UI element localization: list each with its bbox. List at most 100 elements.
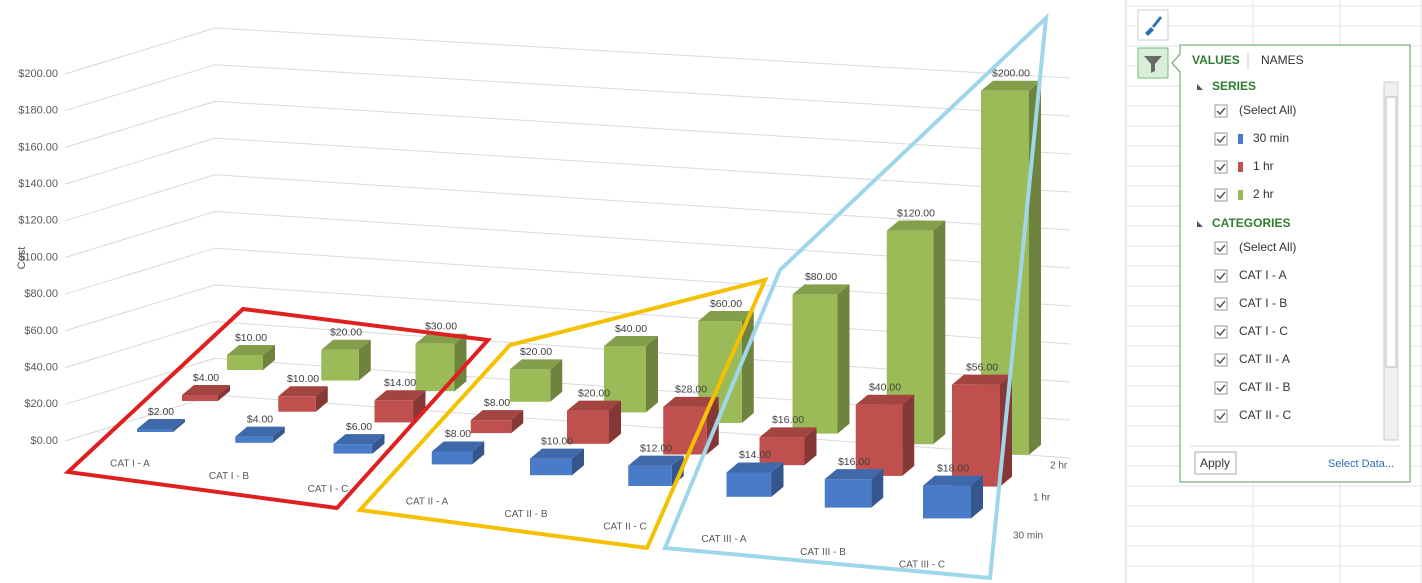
x-tick-label: CAT III - C bbox=[899, 559, 945, 570]
bar-front bbox=[182, 395, 218, 401]
checkbox[interactable] bbox=[1214, 132, 1228, 146]
y-tick-label: $60.00 bbox=[24, 325, 58, 337]
data-label: $120.00 bbox=[897, 207, 935, 219]
data-label: $80.00 bbox=[805, 271, 837, 283]
check-mark bbox=[1216, 163, 1226, 172]
depth-axis-label: 1 hr bbox=[1033, 493, 1051, 504]
check-mark bbox=[1216, 300, 1226, 309]
x-tick-label: CAT I - C bbox=[308, 484, 349, 495]
bar-front bbox=[952, 384, 1000, 487]
series-option[interactable]: 2 hr bbox=[1253, 187, 1274, 201]
x-tick-label: CAT II - A bbox=[406, 496, 449, 507]
bar-front bbox=[137, 429, 173, 432]
series-option[interactable]: 1 hr bbox=[1253, 159, 1274, 173]
checkbox[interactable] bbox=[1214, 353, 1228, 367]
y-tick-label: $140.00 bbox=[18, 178, 58, 190]
checkbox[interactable] bbox=[1214, 297, 1228, 311]
categories-heading: CATEGORIES bbox=[1212, 216, 1290, 230]
bar-top bbox=[530, 448, 584, 459]
data-label: $8.00 bbox=[484, 397, 510, 409]
bar-front bbox=[470, 420, 512, 434]
depth-axis-label: 2 hr bbox=[1050, 461, 1068, 472]
bar-side bbox=[609, 400, 621, 444]
checkbox[interactable] bbox=[1214, 325, 1228, 339]
scroll-thumb[interactable] bbox=[1385, 96, 1397, 368]
data-label: $4.00 bbox=[193, 372, 219, 384]
data-label: $20.00 bbox=[520, 346, 552, 358]
data-label: $200.00 bbox=[992, 68, 1030, 80]
data-label: $14.00 bbox=[384, 377, 416, 389]
checkbox[interactable] bbox=[1214, 241, 1228, 255]
bar-side bbox=[971, 475, 983, 519]
grid-line bbox=[64, 247, 1071, 307]
bar-top bbox=[227, 345, 275, 355]
bar-front bbox=[278, 396, 316, 412]
category-option[interactable]: CAT II - B bbox=[1239, 380, 1291, 394]
category-option[interactable]: CAT II - C bbox=[1239, 408, 1292, 422]
checkbox[interactable] bbox=[1214, 188, 1228, 202]
checkbox[interactable] bbox=[1214, 269, 1228, 283]
category-option[interactable]: CAT II - A bbox=[1239, 352, 1290, 366]
bar-front bbox=[321, 349, 359, 381]
checkbox[interactable] bbox=[1214, 381, 1228, 395]
bar-top bbox=[855, 394, 915, 405]
tab-names[interactable]: NAMES bbox=[1261, 53, 1304, 67]
grid-line bbox=[64, 27, 1071, 79]
bar-top bbox=[759, 427, 817, 438]
bar-top bbox=[663, 396, 719, 407]
check-mark bbox=[1216, 107, 1226, 116]
checkbox[interactable] bbox=[1214, 104, 1228, 118]
x-tick-label: CAT II - B bbox=[505, 509, 548, 520]
check-mark bbox=[1216, 384, 1226, 393]
select-all[interactable]: (Select All) bbox=[1239, 103, 1296, 117]
data-label: $10.00 bbox=[541, 435, 573, 447]
data-label: $6.00 bbox=[346, 421, 372, 433]
checkbox[interactable] bbox=[1214, 160, 1228, 174]
series-swatch bbox=[1238, 134, 1243, 144]
collapse-icon[interactable] bbox=[1197, 221, 1203, 227]
bar-side bbox=[272, 426, 285, 443]
collapse-icon[interactable] bbox=[1197, 84, 1203, 90]
checkbox[interactable] bbox=[1214, 409, 1228, 423]
apply-button[interactable] bbox=[1194, 451, 1237, 475]
grid-line bbox=[64, 100, 1071, 155]
grid-line bbox=[64, 174, 1071, 231]
category-option[interactable]: CAT I - C bbox=[1239, 324, 1288, 338]
bar-side bbox=[454, 333, 467, 392]
filter-list: (Select All) 30 min 1 hr 2 hr (Select All) CA… bbox=[1214, 103, 1296, 423]
highlight-cat-ii bbox=[355, 277, 769, 551]
data-label: $16.00 bbox=[772, 414, 804, 426]
data-label: $10.00 bbox=[287, 373, 319, 385]
category-option[interactable]: CAT I - B bbox=[1239, 296, 1287, 310]
bar-side bbox=[358, 339, 371, 381]
y-tick-label: $180.00 bbox=[18, 105, 58, 117]
x-tick-label: CAT I - B bbox=[209, 471, 250, 482]
category-option[interactable]: CAT I - A bbox=[1239, 268, 1287, 282]
bar-front bbox=[227, 355, 263, 370]
bar-top bbox=[604, 336, 658, 346]
select-data-link[interactable]: Select Data... bbox=[1328, 458, 1394, 470]
series-option[interactable]: 30 min bbox=[1253, 131, 1289, 145]
grid-line bbox=[64, 321, 1071, 383]
bar-front bbox=[628, 465, 672, 486]
bar-top bbox=[470, 410, 524, 421]
tab-values[interactable]: VALUES bbox=[1192, 53, 1240, 67]
y-tick-label: $200.00 bbox=[18, 68, 58, 80]
y-tick-label: $40.00 bbox=[24, 362, 58, 374]
depth-axis-label: 30 min bbox=[1013, 531, 1043, 542]
data-label: $12.00 bbox=[640, 442, 672, 454]
bar-side bbox=[218, 385, 230, 401]
data-label: $18.00 bbox=[937, 462, 969, 474]
grid-line bbox=[64, 357, 1071, 421]
check-mark bbox=[1216, 135, 1226, 144]
series-swatch bbox=[1238, 190, 1243, 200]
select-all[interactable]: (Select All) bbox=[1239, 240, 1296, 254]
filter-popup bbox=[1171, 44, 1411, 483]
apply-label[interactable]: Apply bbox=[1200, 456, 1230, 470]
bar-top bbox=[792, 284, 850, 295]
bar-front bbox=[759, 437, 805, 466]
data-label: $20.00 bbox=[578, 387, 610, 399]
check-mark bbox=[1216, 191, 1226, 200]
bar-side bbox=[472, 441, 485, 465]
bar-top bbox=[278, 386, 328, 397]
